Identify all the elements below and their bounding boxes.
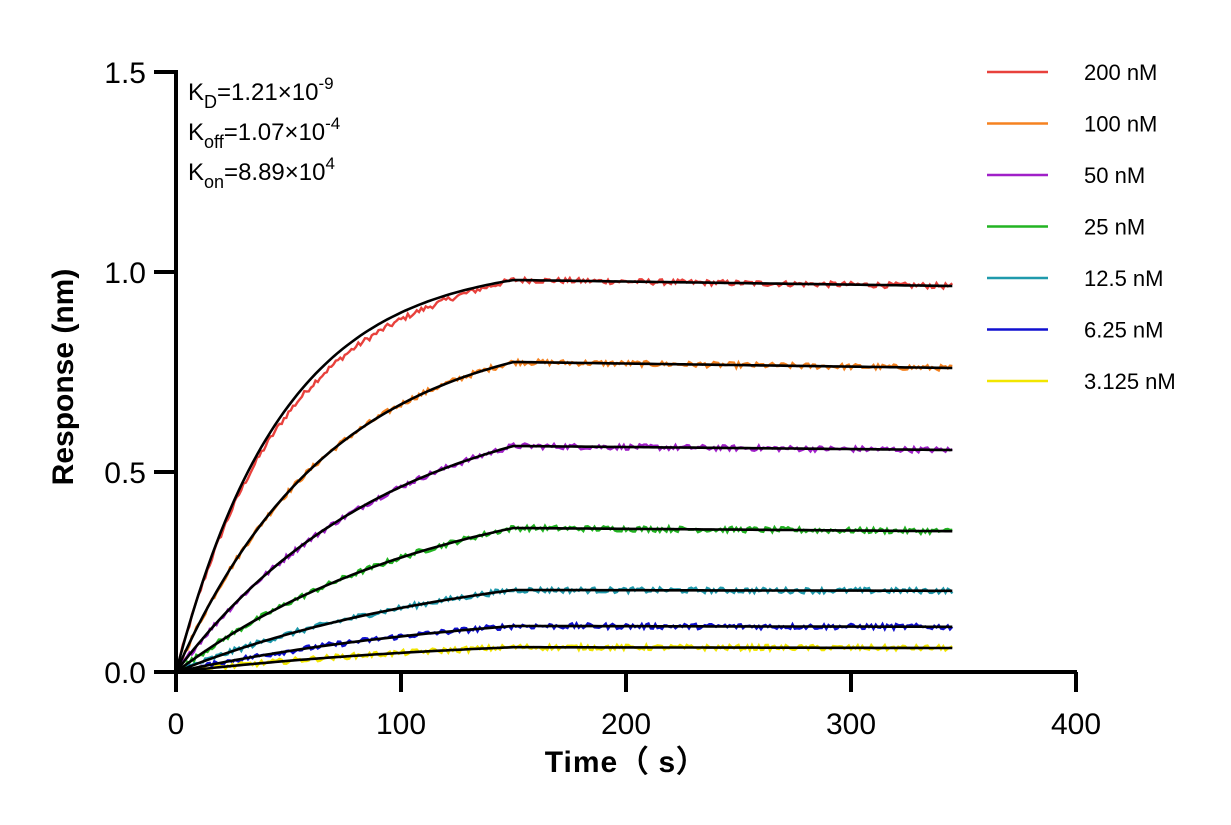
legend-label: 100 nM bbox=[1084, 112, 1157, 137]
legend-label: 12.5 nM bbox=[1084, 266, 1164, 291]
y-tick-label: 0.5 bbox=[104, 457, 146, 490]
annotation-koff: Koff=1.07×10-4 bbox=[188, 114, 340, 152]
annotation-kon: Kon=8.89×104 bbox=[188, 154, 335, 192]
legend-label: 200 nM bbox=[1084, 60, 1157, 85]
data-layer bbox=[174, 275, 954, 674]
fit-curve bbox=[175, 526, 953, 674]
x-tick-label: 300 bbox=[826, 708, 876, 741]
legend: 200 nM 100 nM 50 nM 25 nM 12.5 nM 6.25 nM 3.12… bbox=[987, 60, 1176, 394]
x-tick-label: 400 bbox=[1051, 708, 1101, 741]
fit-curve bbox=[174, 278, 953, 673]
y-tick-label: 0.0 bbox=[104, 657, 146, 690]
series-trace bbox=[174, 275, 954, 672]
legend-label: 50 nM bbox=[1084, 163, 1145, 188]
x-tick-label: 200 bbox=[601, 708, 651, 741]
legend-label: 25 nM bbox=[1084, 215, 1145, 240]
fit-curve bbox=[175, 588, 953, 674]
tick-layer: 0 100 200 300 400 0.0 0.5 1.0 1.5 bbox=[104, 57, 1101, 741]
fit-curve bbox=[174, 444, 953, 673]
y-axis-title: Response (nm) bbox=[47, 269, 80, 486]
annotation-kd: KD=1.21×10-9 bbox=[188, 74, 334, 112]
x-tick-label: 0 bbox=[168, 708, 185, 741]
legend-label: 6.25 nM bbox=[1084, 318, 1164, 343]
y-tick-label: 1.0 bbox=[104, 257, 146, 290]
fit-curve bbox=[174, 360, 953, 673]
fit-curve bbox=[175, 624, 953, 674]
y-tick-label: 1.5 bbox=[104, 57, 146, 90]
x-tick-label: 100 bbox=[376, 708, 426, 741]
legend-label: 3.125 nM bbox=[1084, 369, 1176, 394]
x-axis-title: Time（ s） bbox=[545, 745, 708, 779]
fit-curve bbox=[175, 645, 953, 674]
